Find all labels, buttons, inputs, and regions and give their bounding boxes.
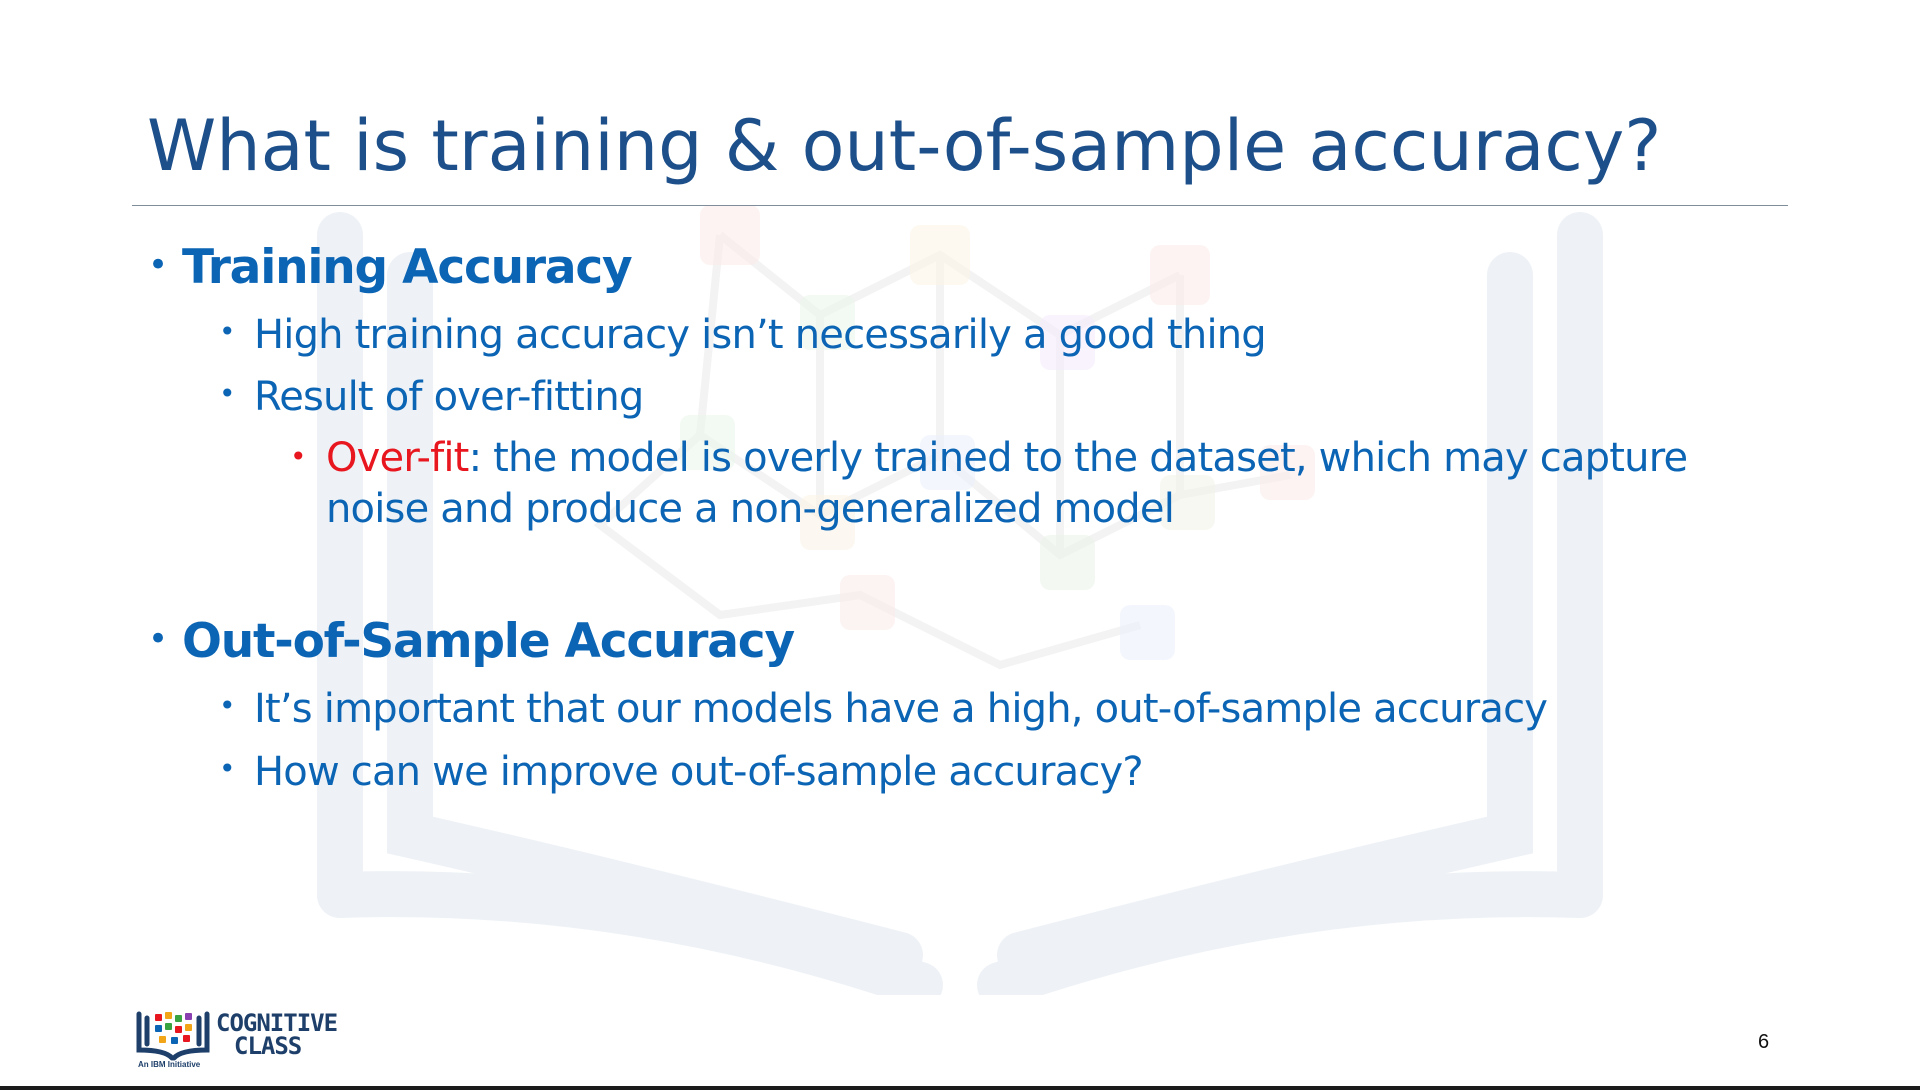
overfit-definition-line-1: : the model is overly trained to the dat… <box>468 435 1689 481</box>
out-of-sample-point-2: How can we improve out-of-sample accurac… <box>254 749 1144 795</box>
bullet-dot-icon: • <box>219 752 236 785</box>
page-number: 6 <box>1758 1031 1770 1053</box>
training-point-1: High training accuracy isn’t necessarily… <box>254 312 1267 358</box>
logo-tagline: An IBM Initiative <box>138 1060 201 1069</box>
bullet-dot-icon: • <box>148 619 169 659</box>
bottom-border <box>0 1086 1920 1090</box>
bullet-dot-icon: • <box>219 689 236 722</box>
slide-title: What is training & out-of-sample accurac… <box>147 105 1662 187</box>
bullet-dot-icon: • <box>290 440 307 473</box>
bullet-dot-icon: • <box>148 245 169 285</box>
book-network-watermark <box>317 205 1603 995</box>
logo-wordmark: COGNITIVE CLASS <box>216 1009 338 1060</box>
overfit-definition-line-2: noise and produce a non-generalized mode… <box>326 486 1175 532</box>
training-point-2: Result of over-fitting <box>254 374 644 420</box>
bullet-dot-icon: • <box>219 377 236 410</box>
out-of-sample-heading: Out-of-Sample Accuracy <box>182 614 795 669</box>
title-divider <box>132 205 1788 206</box>
out-of-sample-point-1: It’s important that our models have a hi… <box>254 686 1548 732</box>
logo-line-2: CLASS <box>234 1032 302 1060</box>
overfit-term: Over-fit <box>326 435 469 481</box>
training-accuracy-heading: Training Accuracy <box>182 240 633 295</box>
overfit-definition: Over-fit: the model is overly trained to… <box>326 433 1689 484</box>
book-network-icon <box>136 1011 210 1061</box>
logo-line-1: COGNITIVE <box>216 1009 338 1037</box>
bullet-dot-icon: • <box>219 315 236 348</box>
